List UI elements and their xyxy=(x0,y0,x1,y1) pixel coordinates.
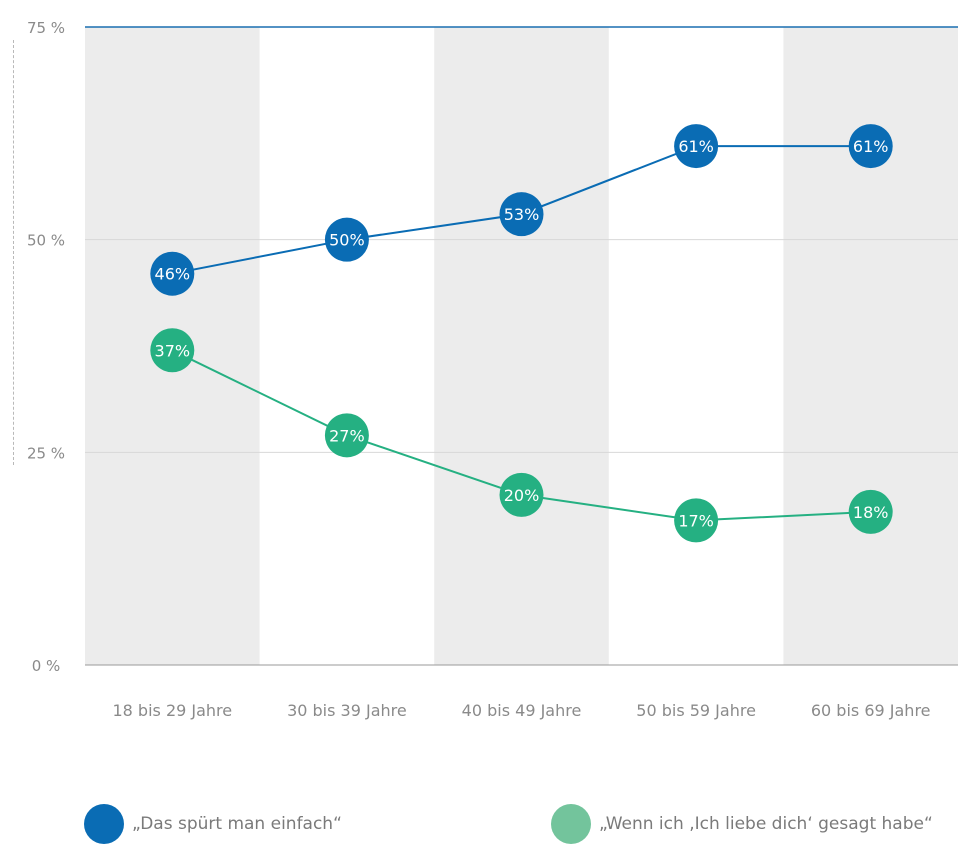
y-tick-label: 25 % xyxy=(27,444,65,462)
data-point: 20% xyxy=(499,472,544,517)
legend-item-series-1: „Das spürt man einfach“ xyxy=(84,803,342,844)
data-point-marker xyxy=(499,472,544,517)
data-point-marker xyxy=(150,328,195,373)
data-point: 46% xyxy=(150,251,195,296)
gridlines xyxy=(85,26,958,666)
x-tick-label: 18 bis 29 Jahre xyxy=(112,701,232,720)
data-label: 37% xyxy=(155,341,191,360)
data-label: 50% xyxy=(329,231,365,250)
data-label: 61% xyxy=(678,137,714,156)
x-tick-label: 30 bis 39 Jahre xyxy=(287,701,407,720)
category-band xyxy=(783,27,958,665)
data-point-marker xyxy=(674,124,719,169)
y-tick-label: 75 % xyxy=(27,19,65,37)
y-tick-labels: 0 % 25 % 50 % 75 % xyxy=(27,19,65,675)
data-point: 61% xyxy=(674,124,719,169)
data-label: 46% xyxy=(155,265,191,284)
data-point: 53% xyxy=(499,192,544,237)
category-bands xyxy=(85,27,958,665)
data-point-marker xyxy=(150,251,195,296)
legend-swatch-series-1 xyxy=(84,803,124,844)
x-tick-label: 40 bis 49 Jahre xyxy=(462,701,582,720)
data-point: 50% xyxy=(324,217,369,262)
legend-swatch-series-2 xyxy=(551,803,591,844)
data-point-marker xyxy=(499,192,544,237)
legend: „Das spürt man einfach“ „Wenn ich ‚Ich l… xyxy=(0,803,958,844)
data-label: 20% xyxy=(504,486,540,505)
data-point-marker xyxy=(848,489,893,534)
x-tick-label: 60 bis 69 Jahre xyxy=(811,701,931,720)
data-point: 18% xyxy=(848,489,893,534)
category-band xyxy=(434,27,609,665)
data-label: 17% xyxy=(678,511,714,530)
data-point-marker xyxy=(674,498,719,543)
data-label: 18% xyxy=(853,503,889,522)
x-tick-label: 50 bis 59 Jahre xyxy=(636,701,756,720)
y-tick-label: 50 % xyxy=(27,232,65,250)
legend-label-series-1: „Das spürt man einfach“ xyxy=(132,813,342,834)
y-tick-label: 0 % xyxy=(32,657,61,675)
data-point: 17% xyxy=(674,498,719,543)
data-point: 37% xyxy=(150,328,195,373)
data-points: 46% 50% 53% 61% 61% 37% 27% 20% 17% 18% xyxy=(150,124,893,543)
data-point: 61% xyxy=(848,124,893,169)
data-label: 61% xyxy=(853,137,889,156)
data-point-marker xyxy=(324,217,369,262)
data-label: 53% xyxy=(504,205,540,224)
data-point-marker xyxy=(324,413,369,458)
x-tick-labels: 18 bis 29 Jahre 30 bis 39 Jahre 40 bis 49 … xyxy=(112,701,930,720)
legend-label-series-2: „Wenn ich ‚Ich liebe dich‘ gesagt habe“ xyxy=(599,813,933,834)
dashed-divider xyxy=(13,40,14,465)
legend-item-series-2: „Wenn ich ‚Ich liebe dich‘ gesagt habe“ xyxy=(551,803,933,844)
data-point: 27% xyxy=(324,413,369,458)
data-label: 27% xyxy=(329,426,365,445)
data-point-marker xyxy=(848,124,893,169)
